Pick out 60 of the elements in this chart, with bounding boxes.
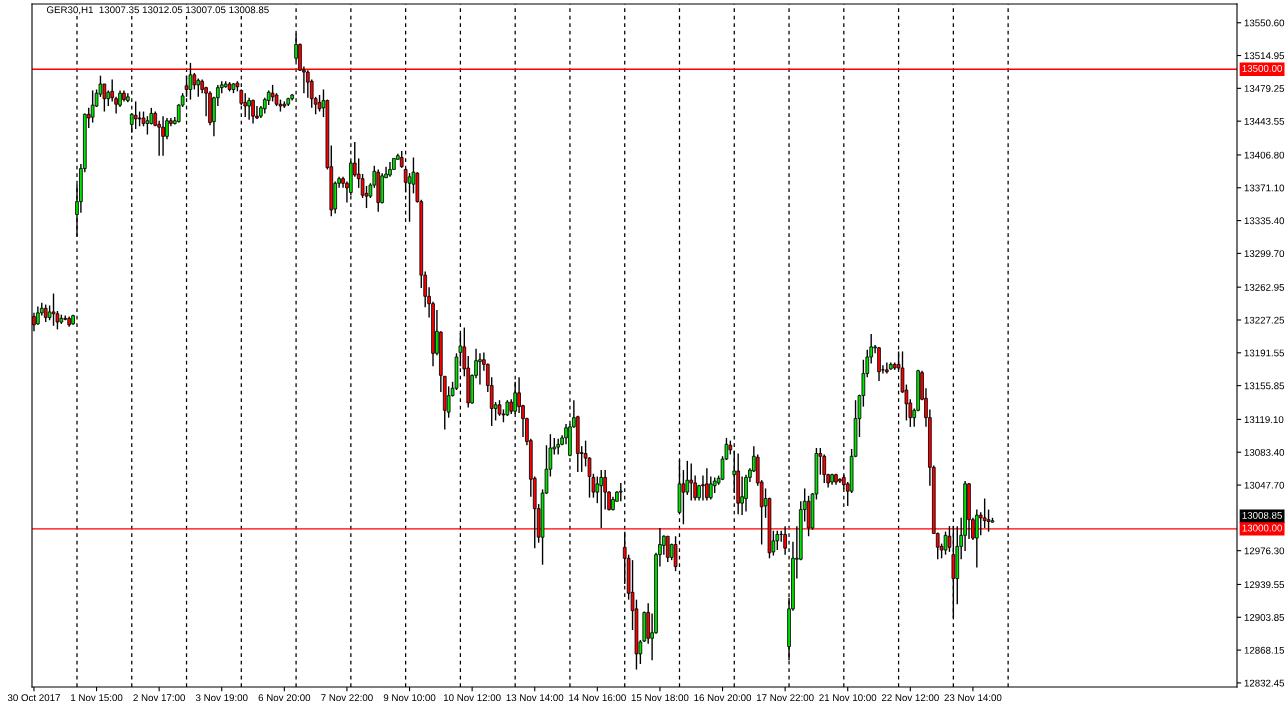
candlestick (90, 89, 95, 124)
x-tick-label: 16 Nov 20:00 (694, 694, 752, 702)
x-tick-label: 3 Nov 19:00 (195, 694, 248, 702)
candlestick (681, 469, 686, 525)
y-tick-label: 13371.10 (1244, 184, 1285, 192)
chart-title: GER30,H1 13007.35 13012.05 13007.05 13008.85 (46, 6, 269, 15)
x-tick-label: 14 Nov 16:00 (569, 694, 626, 702)
x-tick-label: 1 Nov 15:00 (71, 694, 123, 702)
x-tick-label: 17 Nov 22:00 (756, 694, 814, 702)
y-tick-label: 12976.30 (1244, 547, 1285, 555)
ref-line-label: 13000.00 (1242, 524, 1282, 532)
x-tick-label: 2 Nov 17:00 (133, 694, 185, 702)
x-tick-label: 9 Nov 10:00 (383, 694, 436, 702)
x-tick-label: 6 Nov 20:00 (258, 694, 311, 702)
y-tick-label: 13514.95 (1244, 52, 1285, 60)
x-tick-label: 21 Nov 10:00 (819, 694, 877, 702)
candlestick (247, 97, 251, 121)
y-tick-label: 13406.80 (1244, 151, 1285, 159)
x-tick-label: 15 Nov 18:00 (631, 694, 689, 702)
candlestick (943, 530, 948, 556)
candlestick (145, 115, 150, 136)
y-tick-label: 13155.85 (1244, 382, 1285, 390)
candlestick (478, 352, 482, 386)
candlestick (708, 475, 713, 501)
y-tick-label: 13119.10 (1244, 416, 1284, 424)
x-tick-label: 23 Nov 14:00 (944, 694, 1002, 702)
y-tick-label: 13479.25 (1244, 85, 1285, 92)
candlestick (599, 469, 604, 529)
y-tick-label: 13550.60 (1244, 19, 1285, 27)
candlestick (595, 475, 600, 504)
candlestick (665, 535, 670, 563)
x-tick-label: 13 Nov 14:00 (506, 694, 564, 702)
x-tick-label: 10 Nov 12:00 (443, 694, 501, 702)
y-tick-label: 13299.70 (1244, 250, 1285, 258)
candlestick (701, 474, 705, 502)
y-tick-label: 13191.55 (1244, 349, 1285, 357)
candlestick (689, 462, 694, 502)
candlestick (975, 508, 979, 569)
y-tick-label: 13262.95 (1244, 283, 1285, 291)
ref-line-label: 13500.00 (1242, 64, 1282, 72)
y-tick-label: 13443.55 (1244, 117, 1285, 125)
candlestick (877, 346, 881, 382)
y-tick-label: 13335.40 (1244, 217, 1285, 225)
y-tick-label: 13083.40 (1244, 448, 1285, 456)
y-tick-label: 12903.85 (1244, 614, 1285, 621)
x-tick-label: 7 Nov 22:00 (321, 694, 373, 702)
x-tick-label: 22 Nov 12:00 (881, 694, 939, 702)
y-tick-label: 12868.15 (1244, 646, 1285, 654)
candlestick (885, 361, 889, 375)
y-tick-label: 13047.70 (1244, 481, 1285, 489)
candlestick (133, 100, 138, 130)
y-tick-label: 13227.25 (1244, 316, 1285, 324)
text: 13008.85 (1242, 511, 1282, 519)
candlestick (51, 292, 56, 327)
candlestick (161, 115, 165, 157)
candlestick (407, 172, 412, 223)
y-tick-label: 12832.45 (1244, 679, 1285, 687)
y-tick-label: 12939.55 (1244, 581, 1285, 589)
candlestick (705, 467, 709, 502)
x-tick-label: 30 Oct 2017 (7, 694, 60, 702)
